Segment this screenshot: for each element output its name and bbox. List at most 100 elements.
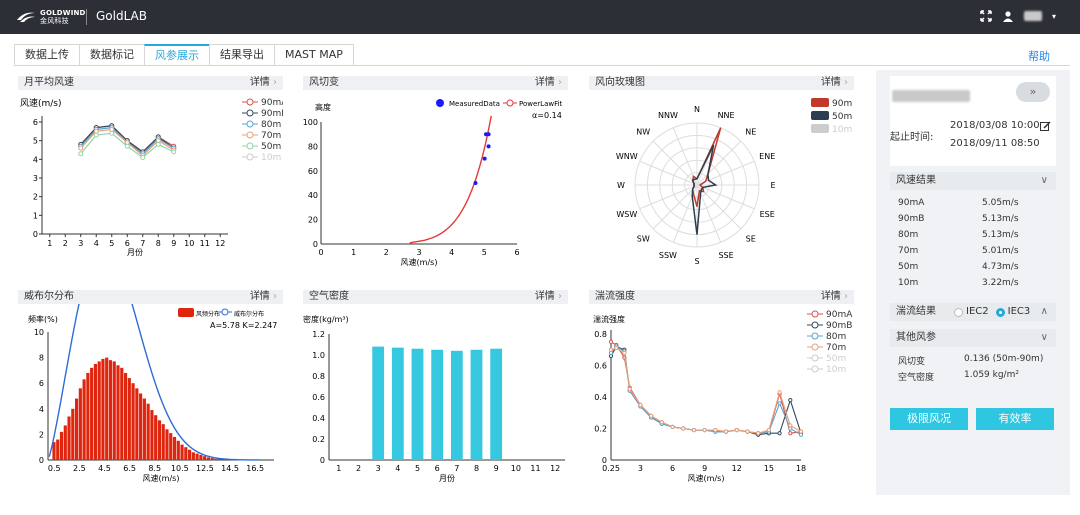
date-label: 起止时间:: [890, 132, 934, 143]
collapse-sidebar-button[interactable]: »: [1016, 82, 1050, 102]
histogram-bar: [131, 383, 135, 460]
wind-shear-chart: 高度 0 20 40 60 80 100 0 1 2 3 4 5 6 风速(m/s) MeasuredData…: [303, 99, 563, 267]
y-tick-label: 80: [308, 142, 318, 151]
histogram-bar: [90, 367, 94, 460]
weibull-panel: 威布尔分布 详情 频率(%) 0 2 4 6 8 10 0.5 2.5 4.5 6.5 8.5 10.5 1…: [18, 288, 283, 483]
iec3-label: IEC3: [1007, 306, 1031, 317]
tab-data-marking[interactable]: 数据标记: [79, 44, 144, 66]
turbulence-result-header: 湍流结果 IEC2 IEC3 ∧: [890, 303, 1056, 321]
username-masked[interactable]: [1023, 11, 1042, 21]
tab-data-upload[interactable]: 数据上传: [14, 44, 79, 66]
extreme-wind-button[interactable]: 极限风况: [890, 408, 968, 430]
x-tick-label: 9: [171, 239, 176, 248]
data-point: [670, 424, 675, 430]
density-bar: [490, 348, 503, 460]
legend-label: 90mA: [826, 310, 853, 320]
y-axis-label: 高度: [315, 102, 331, 112]
wind-result-row: 70m 5.01m/s: [898, 246, 1019, 256]
legend-label: 90m: [832, 99, 852, 109]
tab-wind-params[interactable]: 风参展示: [144, 44, 209, 66]
x-tick-label: 10: [184, 239, 194, 248]
histogram-bar: [206, 457, 210, 460]
y-tick-label: 0: [33, 230, 38, 239]
histogram-bar: [105, 357, 109, 460]
edit-icon[interactable]: [1040, 121, 1051, 132]
legend-label: 90mA: [261, 98, 283, 108]
x-tick-label: 0.5: [48, 464, 61, 473]
monthly-wind-chart: 风速(m/s)0123456123456789101112月份90mA90mB8…: [20, 98, 283, 257]
y-tick-label: 1.2: [312, 330, 325, 339]
iec2-radio[interactable]: [954, 307, 963, 317]
x-axis-label: 风速(m/s): [401, 258, 438, 267]
histogram-bar: [184, 447, 188, 460]
legend-marker: [246, 98, 254, 106]
data-point: [691, 427, 697, 433]
x-tick-label: 12.5: [196, 464, 214, 473]
detail-link[interactable]: 详情: [250, 76, 277, 90]
wind-result-header[interactable]: 风速结果 ∨: [890, 172, 1056, 190]
direction-label: E: [770, 181, 775, 190]
histogram-bar: [108, 360, 113, 460]
legend-marker: [246, 142, 254, 150]
data-point: [681, 426, 686, 431]
histogram-bar: [127, 378, 131, 460]
legend-label: 50m: [826, 354, 846, 364]
detail-link[interactable]: 详情: [535, 290, 562, 304]
x-tick-label: 7: [140, 239, 145, 248]
histogram-bar: [112, 361, 116, 460]
detail-link[interactable]: 详情: [250, 290, 277, 304]
x-tick-label: 1: [336, 464, 341, 473]
y-tick-label: 1.0: [312, 351, 325, 360]
x-axis-label: 风速(m/s): [143, 474, 180, 483]
rose-spoke: [696, 140, 742, 186]
y-tick-label: 0.4: [312, 414, 325, 423]
histogram-bar: [187, 449, 192, 460]
chevron-down-icon[interactable]: ∨: [1040, 175, 1048, 186]
histogram-bar: [142, 398, 146, 460]
user-icon[interactable]: [1002, 10, 1014, 22]
legend-swatch: [811, 98, 829, 107]
y-tick-label: 8: [39, 354, 44, 363]
other-params-header[interactable]: 其他风参 ∨: [890, 329, 1056, 347]
legend-marker: [436, 99, 444, 107]
rose-series-50m: [691, 144, 718, 235]
tab-mast-map[interactable]: MAST MAP: [274, 44, 354, 66]
x-tick-label: 3: [78, 239, 83, 248]
goldwind-logo-icon: [17, 12, 35, 22]
y-tick-label: 0: [39, 456, 44, 465]
direction-label: NE: [745, 127, 756, 136]
direction-label: W: [617, 181, 625, 190]
detail-link[interactable]: 详情: [821, 290, 848, 304]
chevron-down-icon[interactable]: ∨: [1040, 332, 1048, 343]
direction-label: N: [694, 105, 700, 114]
fullscreen-icon[interactable]: [980, 10, 992, 22]
density-bar: [450, 350, 463, 460]
other-params-title: 其他风参: [896, 332, 936, 343]
y-axis-label: 密度(kg/m³): [303, 314, 349, 324]
data-point: [777, 390, 782, 395]
help-link[interactable]: 帮助: [1028, 50, 1050, 63]
data-point: [140, 154, 146, 160]
y-axis-label: 频率(%): [28, 314, 58, 324]
data-point: [638, 402, 643, 407]
chevron-up-icon[interactable]: ∧: [1040, 306, 1048, 317]
top-bar: GOLDWIND 金风科技 GoldLAB ▾: [0, 0, 1080, 34]
histogram-bar: [74, 398, 79, 460]
histogram-bar: [150, 410, 154, 460]
x-tick-label: 10.5: [171, 464, 189, 473]
direction-label: SE: [746, 235, 756, 244]
y-tick-label: 0: [313, 240, 318, 249]
legend-label: 10m: [826, 365, 846, 375]
detail-link[interactable]: 详情: [821, 76, 848, 90]
tab-result-export[interactable]: 结果导出: [209, 44, 274, 66]
iec3-radio[interactable]: [995, 307, 1005, 317]
data-point: [788, 398, 793, 403]
validity-rate-button[interactable]: 有效率: [976, 408, 1054, 430]
logo-text-en: GOLDWIND: [40, 9, 86, 17]
chevron-down-icon[interactable]: ▾: [1051, 11, 1056, 21]
histogram-bar: [157, 420, 162, 460]
detail-link[interactable]: 详情: [535, 76, 562, 90]
x-tick-label: 7: [454, 464, 459, 473]
direction-label: NNE: [718, 111, 735, 120]
